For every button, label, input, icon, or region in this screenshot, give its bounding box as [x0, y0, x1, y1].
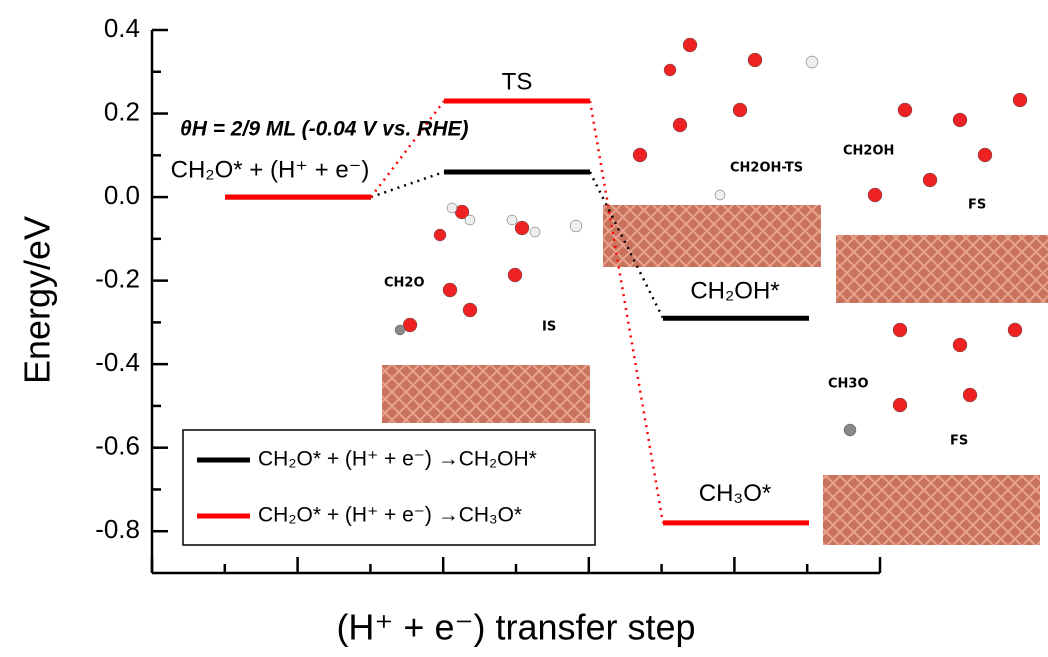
image-label: CH2O: [384, 276, 425, 291]
y-tick-label: -0.4: [95, 347, 140, 377]
legend-label: CH₂O* + (H⁺ + e⁻) →CH₂OH*: [258, 448, 537, 471]
y-tick-label: 0.2: [104, 96, 140, 126]
chart: 0.4 0.2 0.0 -0.2 -0.4 -0.6 -0.8 Energy/eV (H⁺ + …: [0, 0, 1048, 657]
level-label: TS: [502, 68, 533, 95]
x-axis-label: (H⁺ + e⁻) transfer step: [336, 607, 695, 648]
legend: CH₂O* + (H⁺ + e⁻) →CH₂OH* CH₂O* + (H⁺ + e…: [183, 430, 595, 545]
level-label: CH₂OH*: [690, 278, 779, 305]
image-label: CH2OH: [843, 144, 894, 159]
y-tick-label: -0.2: [95, 263, 140, 293]
connector: [371, 101, 444, 197]
y-tick-label: 0.0: [104, 180, 140, 210]
y-axis-label: Energy/eV: [17, 216, 58, 384]
connector: [371, 172, 444, 197]
coverage-annotation: θH = 2/9 ML (-0.04 V vs. RHE): [180, 118, 469, 141]
copper-slab: [823, 475, 1040, 545]
image-label: CH3O: [828, 377, 869, 392]
level-label: CH₃O*: [699, 480, 771, 507]
y-tick-label: 0.4: [104, 13, 140, 43]
legend-label: CH₂O* + (H⁺ + e⁻) →CH₃O*: [258, 504, 522, 527]
copper-slab: [382, 365, 590, 423]
y-tick-label: -0.6: [95, 431, 140, 461]
level-label: CH₂O* + (H⁺ + e⁻): [171, 156, 370, 183]
connector: [590, 101, 663, 523]
copper-slab: [836, 235, 1048, 303]
image-label: FS: [968, 198, 986, 213]
y-tick-label: -0.8: [95, 514, 140, 544]
image-label: CH2OH-TS: [730, 161, 803, 176]
copper-slab: [603, 205, 821, 267]
image-label: IS: [542, 320, 556, 335]
image-label: FS: [950, 434, 968, 449]
